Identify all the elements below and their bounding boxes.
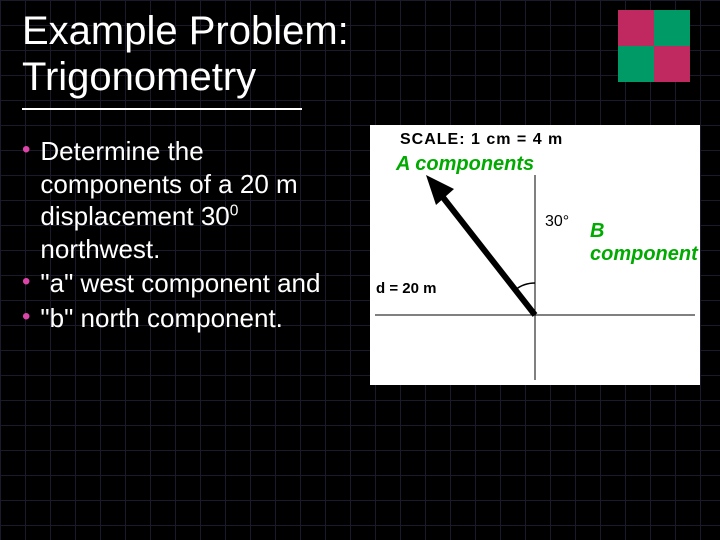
logo-square xyxy=(618,46,654,82)
title-underline xyxy=(22,108,302,110)
vector-diagram: SCALE: 1 cm = 4 m A components B compone… xyxy=(370,125,700,385)
title-line-1: Example Problem: xyxy=(22,8,349,54)
logo-bottom-row xyxy=(618,46,690,82)
title-line-2: Trigonometry xyxy=(22,54,349,100)
diagram-svg xyxy=(370,125,700,385)
logo-square xyxy=(654,46,690,82)
bullet-text: "a" west component and xyxy=(40,267,320,300)
logo-square xyxy=(618,10,654,46)
bullet-text: "b" north component. xyxy=(40,302,283,335)
list-item: • Determine the components of a 20 m dis… xyxy=(22,135,352,265)
vector-arrowhead xyxy=(426,175,454,205)
bullet-text: Determine the components of a 20 m displ… xyxy=(40,135,352,265)
list-item: • "a" west component and xyxy=(22,267,352,300)
bullet-icon: • xyxy=(22,267,30,297)
bullet-list: • Determine the components of a 20 m dis… xyxy=(22,135,352,336)
logo-top-row xyxy=(618,10,690,46)
displacement-vector xyxy=(438,191,535,315)
logo-square xyxy=(654,10,690,46)
bullet-icon: • xyxy=(22,302,30,332)
slide-title: Example Problem: Trigonometry xyxy=(22,8,349,100)
list-item: • "b" north component. xyxy=(22,302,352,335)
bullet-icon: • xyxy=(22,135,30,165)
